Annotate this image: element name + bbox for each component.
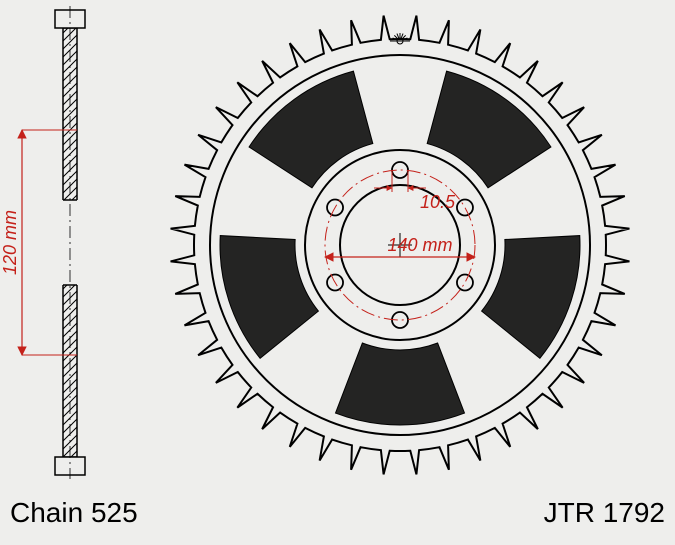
- dim-bolt-hole: 10.5: [420, 192, 456, 212]
- chain-label: Chain 525: [10, 497, 138, 528]
- part-number: JTR 1792: [544, 497, 665, 528]
- dim-center-bore: 120 mm: [0, 210, 20, 275]
- dim-bolt-circle: 140 mm: [387, 235, 452, 255]
